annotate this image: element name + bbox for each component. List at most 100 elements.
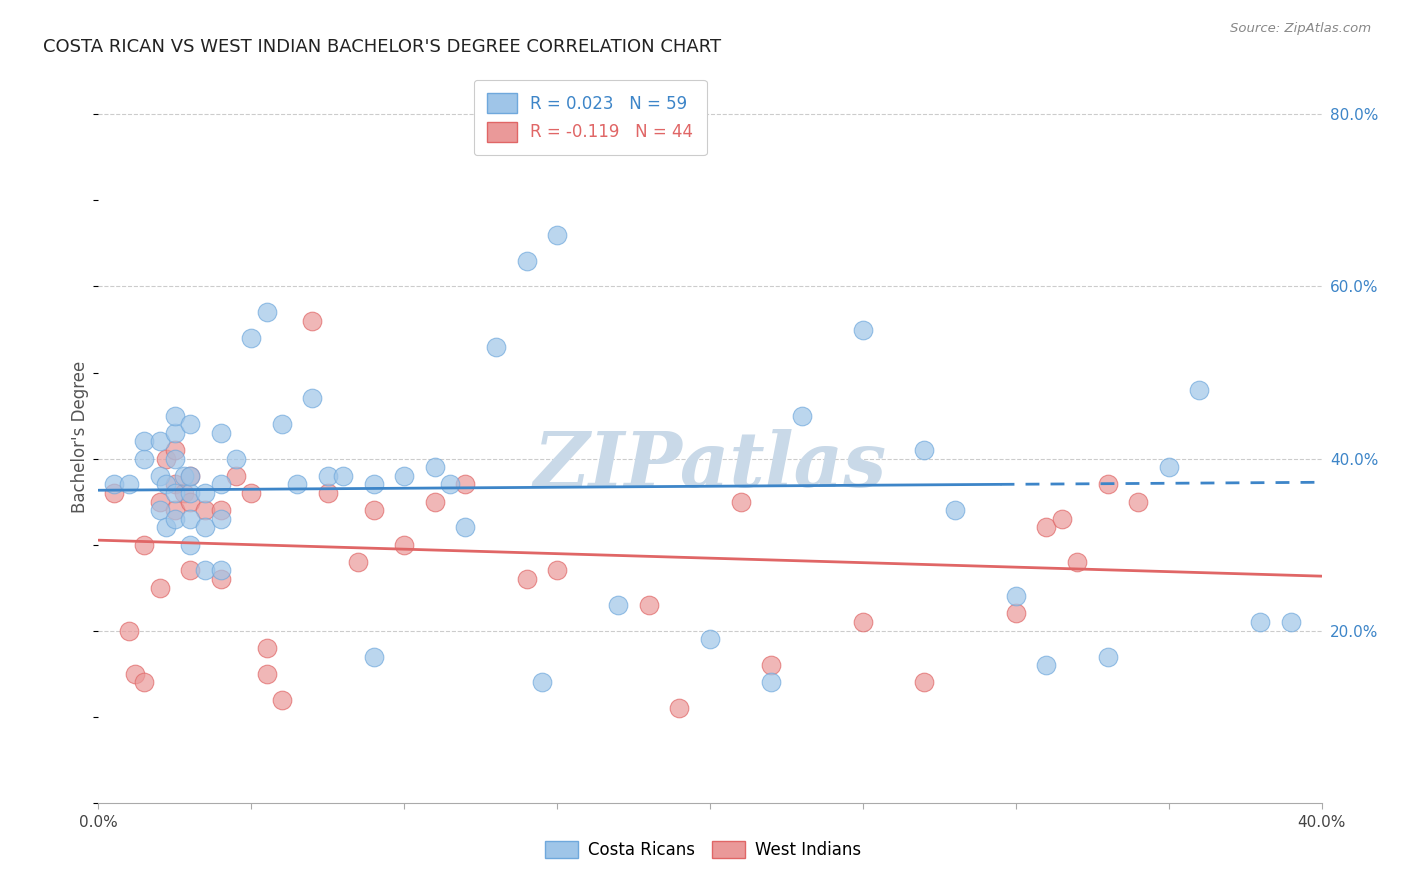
Point <box>759 658 782 673</box>
Point <box>163 503 186 517</box>
Point <box>240 331 263 345</box>
Point <box>852 322 875 336</box>
Point <box>225 468 247 483</box>
Point <box>163 512 186 526</box>
Point <box>103 477 125 491</box>
Point <box>730 494 752 508</box>
Point <box>149 468 172 483</box>
Point <box>530 675 553 690</box>
Point <box>163 409 186 423</box>
Point <box>1066 555 1088 569</box>
Point <box>155 520 177 534</box>
Point <box>149 434 172 449</box>
Point <box>209 477 232 491</box>
Point <box>270 417 292 432</box>
Point <box>163 451 186 466</box>
Point <box>270 692 292 706</box>
Point <box>173 486 195 500</box>
Point <box>852 615 875 629</box>
Point <box>301 392 323 406</box>
Point <box>912 675 935 690</box>
Point <box>1097 477 1119 491</box>
Point <box>163 477 186 491</box>
Point <box>173 468 195 483</box>
Point <box>179 468 201 483</box>
Point <box>163 486 186 500</box>
Point <box>209 512 232 526</box>
Point <box>209 425 232 440</box>
Point <box>118 477 141 491</box>
Point <box>134 675 156 690</box>
Point <box>363 503 385 517</box>
Point <box>149 494 172 508</box>
Point <box>179 564 201 578</box>
Point <box>179 417 201 432</box>
Point <box>423 460 446 475</box>
Point <box>1188 383 1211 397</box>
Point <box>516 572 538 586</box>
Point <box>637 598 661 612</box>
Point <box>546 564 568 578</box>
Point <box>179 486 201 500</box>
Point <box>363 649 385 664</box>
Legend: Costa Ricans, West Indians: Costa Ricans, West Indians <box>538 834 868 866</box>
Point <box>209 572 232 586</box>
Point <box>118 624 141 638</box>
Point <box>256 305 278 319</box>
Point <box>316 468 339 483</box>
Point <box>163 425 186 440</box>
Point <box>1035 658 1057 673</box>
Point <box>194 564 217 578</box>
Legend: R = 0.023   N = 59, R = -0.119   N = 44: R = 0.023 N = 59, R = -0.119 N = 44 <box>474 79 707 155</box>
Point <box>240 486 263 500</box>
Point <box>301 314 323 328</box>
Point <box>912 442 935 457</box>
Point <box>103 486 125 500</box>
Point <box>1004 607 1026 621</box>
Point <box>194 486 217 500</box>
Point <box>316 486 339 500</box>
Point <box>155 477 177 491</box>
Point <box>155 451 177 466</box>
Point <box>124 666 146 681</box>
Point <box>225 451 247 466</box>
Point <box>392 468 416 483</box>
Point <box>668 701 690 715</box>
Point <box>454 520 477 534</box>
Point <box>1004 589 1026 603</box>
Point <box>285 477 308 491</box>
Point <box>1050 512 1073 526</box>
Text: Source: ZipAtlas.com: Source: ZipAtlas.com <box>1230 22 1371 36</box>
Y-axis label: Bachelor's Degree: Bachelor's Degree <box>70 361 89 513</box>
Point <box>194 503 217 517</box>
Point <box>179 494 201 508</box>
Point <box>209 503 232 517</box>
Point <box>134 538 156 552</box>
Point <box>439 477 461 491</box>
Point <box>1157 460 1180 475</box>
Point <box>1097 649 1119 664</box>
Point <box>256 640 278 655</box>
Point <box>256 666 278 681</box>
Point <box>134 451 156 466</box>
Point <box>149 581 172 595</box>
Point <box>179 468 201 483</box>
Point <box>943 503 966 517</box>
Point <box>1128 494 1150 508</box>
Point <box>347 555 370 569</box>
Point <box>423 494 446 508</box>
Point <box>546 227 568 242</box>
Point <box>134 434 156 449</box>
Point <box>607 598 630 612</box>
Point <box>209 564 232 578</box>
Point <box>179 538 201 552</box>
Point <box>790 409 813 423</box>
Point <box>516 253 538 268</box>
Point <box>485 340 508 354</box>
Point <box>179 512 201 526</box>
Point <box>699 632 721 647</box>
Text: ZIPatlas: ZIPatlas <box>533 429 887 503</box>
Point <box>332 468 354 483</box>
Point <box>163 442 186 457</box>
Point <box>392 538 416 552</box>
